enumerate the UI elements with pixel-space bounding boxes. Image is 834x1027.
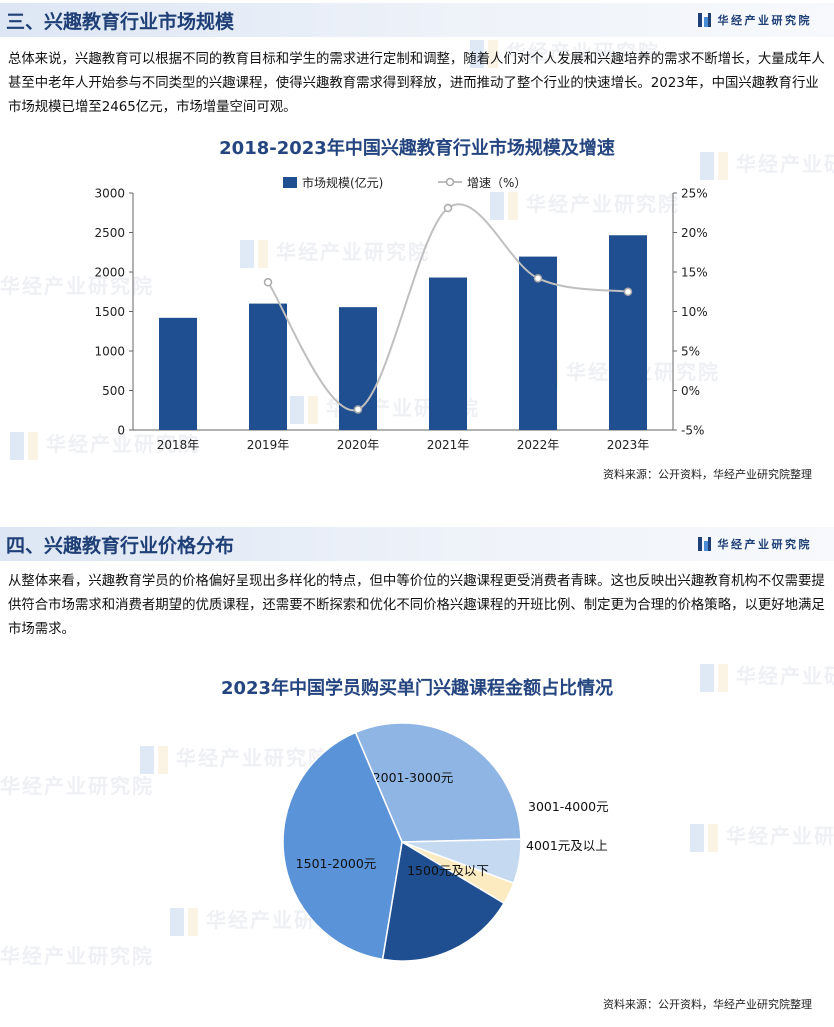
source-note: 资料来源：公开资料，华经产业研究院整理 (603, 468, 812, 481)
brand-logo: 华经产业研究院 (697, 537, 813, 551)
right-tick-label: 5% (681, 345, 700, 359)
left-tick-label: 1500 (94, 305, 125, 319)
x-tick-label: 2018年 (157, 438, 200, 452)
brand-mark-icon (697, 537, 712, 551)
right-tick-label: 10% (681, 305, 708, 319)
section-header: 四、兴趣教育行业价格分布 华经产业研究院 (0, 527, 834, 561)
x-tick-label: 2020年 (337, 438, 380, 452)
section-paragraph: 总体来说，兴趣教育可以根据不同的教育目标和学生的需求进行定制和调整，随着人们对个… (8, 52, 825, 115)
section-header: 三、兴趣教育行业市场规模 华经产业研究院 (0, 3, 834, 37)
pie-chart: 2001-3000元 3001-4000元 4001元及以上 1500元及以下 1501… (282, 722, 609, 962)
section-title: 三、兴趣教育行业市场规模 (6, 11, 235, 33)
right-tick-label: 0% (681, 384, 700, 398)
legend-swatch-point (445, 177, 455, 187)
growth-point (623, 287, 633, 296)
left-tick-label: 0 (117, 424, 125, 438)
left-tick-label: 3000 (94, 187, 125, 201)
source-note: 资料来源：公开资料，华经产业研究院整理 (603, 998, 812, 1011)
slice-label: 3001-4000元 (528, 799, 609, 814)
slice-label: 1500元及以下 (407, 863, 489, 878)
chart-title: 2023年中国学员购买单门兴趣课程金额占比情况 (220, 678, 614, 699)
bar (249, 303, 287, 430)
bar (609, 235, 647, 430)
section-title: 四、兴趣教育行业价格分布 (6, 535, 235, 557)
legend-label: 市场规模(亿元) (302, 175, 383, 190)
bar (519, 256, 557, 430)
left-tick-label: 1000 (94, 345, 125, 359)
left-tick-label: 2500 (94, 226, 125, 240)
x-tick-label: 2021年 (427, 438, 470, 452)
pie-slice (381, 840, 506, 962)
brand-name: 华经产业研究院 (717, 538, 812, 551)
growth-line (267, 203, 629, 412)
left-tick-label: 500 (102, 384, 125, 398)
combo-chart: 0 500 1000 1500 2000 2500 3000 -5% 0% 5% 10% 15% 20%… (94, 175, 708, 452)
growth-point (443, 203, 453, 213)
pie-slice (354, 722, 522, 843)
slice-label: 4001元及以上 (526, 838, 608, 853)
growth-point (533, 274, 543, 283)
left-tick-label: 2000 (94, 266, 125, 280)
right-tick-label: 15% (681, 266, 708, 280)
brand-mark-icon (697, 13, 712, 27)
right-tick-label: 20% (681, 226, 708, 240)
legend-label: 增速（%） (467, 176, 526, 190)
bar (429, 277, 467, 430)
right-tick-label: 25% (681, 187, 708, 201)
brand-logo: 华经产业研究院 (697, 13, 813, 27)
right-tick-label: -5% (681, 424, 704, 438)
pie-slice (282, 731, 403, 961)
slice-label: 2001-3000元 (373, 770, 454, 785)
x-tick-label: 2023年 (607, 438, 650, 452)
x-tick-label: 2022年 (517, 438, 560, 452)
legend-swatch-bar (283, 177, 297, 188)
growth-point (263, 278, 273, 287)
section-paragraph: 从整体来看，兴趣教育学员的价格偏好呈现出多样化的特点，但中等价位的兴趣课程更受消… (8, 574, 825, 637)
slice-label: 1501-2000元 (296, 856, 377, 871)
brand-name: 华经产业研究院 (717, 14, 812, 27)
chart-title: 2018-2023年中国兴趣教育行业市场规模及增速 (219, 138, 615, 159)
bar (159, 317, 197, 430)
growth-point (353, 405, 363, 414)
x-tick-label: 2019年 (247, 438, 290, 452)
